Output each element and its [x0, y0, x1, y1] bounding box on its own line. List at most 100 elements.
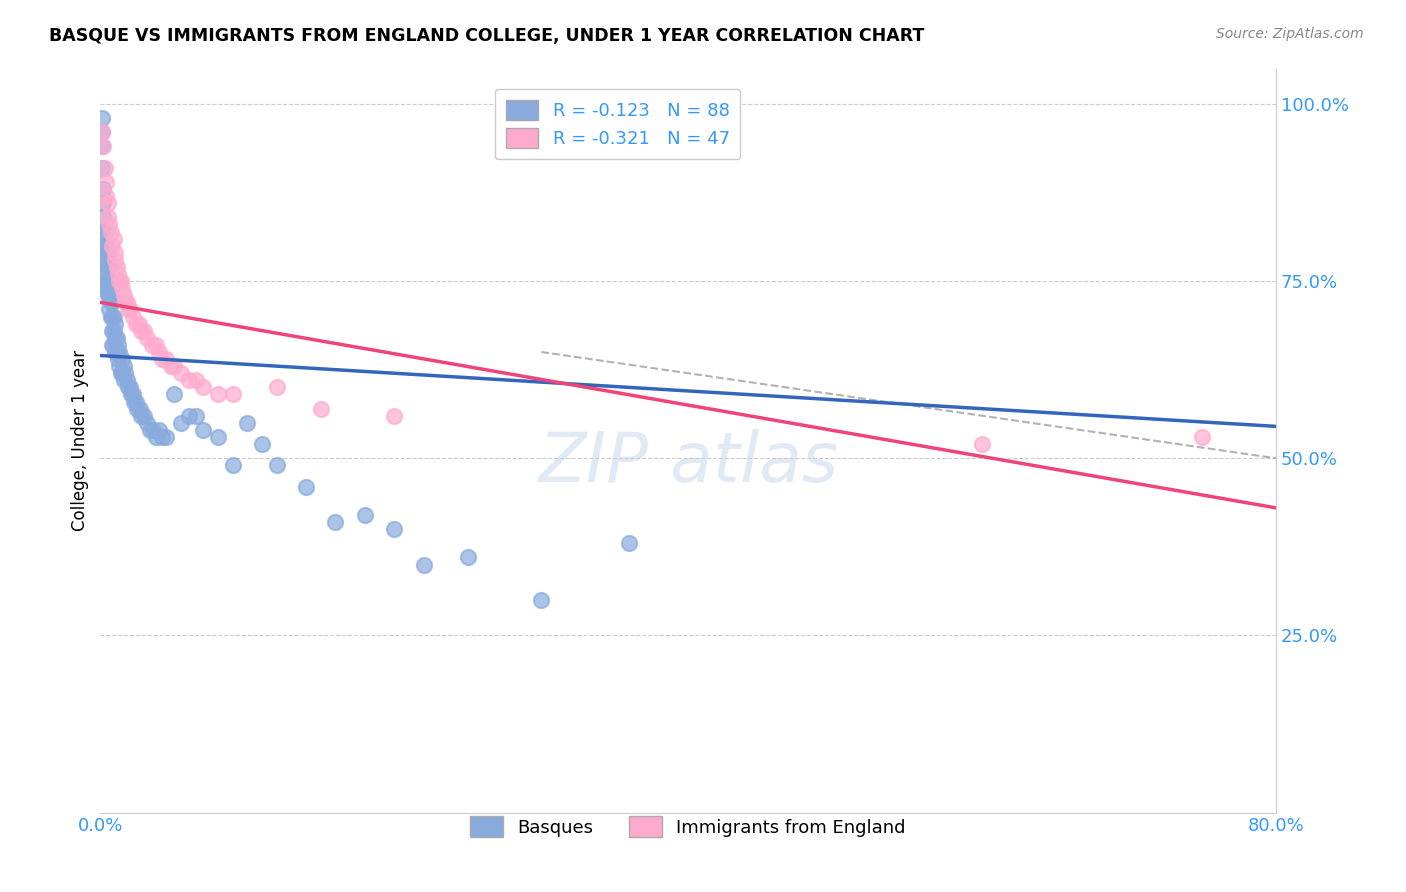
Point: [177, 409, 200, 423]
Point: [100, 225, 122, 239]
Point: [104, 317, 127, 331]
Point: [105, 331, 128, 345]
Point: [103, 324, 125, 338]
Point: [170, 366, 193, 380]
Point: [104, 331, 127, 345]
Point: [94, 281, 117, 295]
Point: [122, 394, 145, 409]
Point: [98, 302, 121, 317]
Point: [90, 125, 112, 139]
Point: [96, 281, 118, 295]
Point: [221, 458, 243, 473]
Point: [97, 288, 120, 302]
Point: [193, 423, 215, 437]
Point: [91, 196, 114, 211]
Point: [103, 231, 125, 245]
Point: [100, 310, 122, 324]
Point: [91, 182, 114, 196]
Point: [96, 175, 118, 189]
Point: [112, 288, 135, 302]
Point: [134, 409, 156, 423]
Point: [309, 401, 332, 416]
Point: [91, 139, 114, 153]
Text: ZIP atlas: ZIP atlas: [538, 429, 838, 496]
Point: [104, 345, 127, 359]
Point: [136, 416, 159, 430]
Point: [90, 111, 112, 125]
Point: [101, 338, 124, 352]
Point: [94, 225, 117, 239]
Point: [145, 338, 167, 352]
Point: [107, 338, 129, 352]
Point: [160, 359, 183, 373]
Legend: Basques, Immigrants from England: Basques, Immigrants from England: [463, 809, 912, 845]
Point: [101, 295, 124, 310]
Point: [193, 380, 215, 394]
Point: [120, 387, 142, 401]
Point: [117, 380, 139, 394]
Point: [108, 274, 131, 288]
Text: Source: ZipAtlas.com: Source: ZipAtlas.com: [1216, 27, 1364, 41]
Point: [184, 373, 207, 387]
Point: [118, 380, 141, 394]
Point: [108, 359, 131, 373]
Point: [105, 260, 128, 274]
Point: [250, 437, 273, 451]
Point: [139, 423, 162, 437]
Point: [114, 366, 136, 380]
Point: [1191, 430, 1213, 444]
Point: [457, 550, 479, 565]
Point: [184, 409, 207, 423]
Point: [101, 324, 124, 338]
Point: [108, 345, 131, 359]
Point: [124, 394, 146, 409]
Point: [136, 331, 159, 345]
Point: [148, 423, 170, 437]
Point: [90, 125, 112, 139]
Point: [128, 317, 150, 331]
Point: [142, 423, 165, 437]
Point: [266, 458, 288, 473]
Point: [100, 281, 122, 295]
Point: [101, 238, 124, 252]
Point: [107, 352, 129, 367]
Point: [121, 387, 143, 401]
Point: [90, 139, 112, 153]
Point: [131, 324, 153, 338]
Point: [145, 430, 167, 444]
Point: [91, 211, 114, 225]
Point: [111, 281, 134, 295]
Point: [97, 196, 120, 211]
Point: [118, 302, 141, 317]
Point: [98, 218, 121, 232]
Point: [112, 359, 135, 373]
Point: [115, 295, 138, 310]
Point: [134, 324, 156, 338]
Point: [295, 480, 318, 494]
Point: [100, 295, 122, 310]
Point: [124, 317, 146, 331]
Y-axis label: College, Under 1 year: College, Under 1 year: [72, 350, 89, 531]
Point: [90, 161, 112, 175]
Point: [96, 267, 118, 281]
Point: [97, 260, 120, 274]
Point: [127, 401, 149, 416]
Point: [155, 352, 177, 367]
Point: [115, 373, 138, 387]
Point: [110, 274, 132, 288]
Point: [107, 267, 129, 281]
Point: [111, 352, 134, 367]
Point: [94, 238, 117, 252]
Point: [103, 338, 125, 352]
Point: [207, 430, 229, 444]
Point: [530, 593, 553, 607]
Point: [148, 345, 170, 359]
Point: [970, 437, 993, 451]
Point: [163, 387, 186, 401]
Point: [150, 430, 173, 444]
Text: BASQUE VS IMMIGRANTS FROM ENGLAND COLLEGE, UNDER 1 YEAR CORRELATION CHART: BASQUE VS IMMIGRANTS FROM ENGLAND COLLEG…: [49, 27, 925, 45]
Point: [221, 387, 243, 401]
Point: [382, 409, 405, 423]
Point: [98, 274, 121, 288]
Point: [354, 508, 377, 522]
